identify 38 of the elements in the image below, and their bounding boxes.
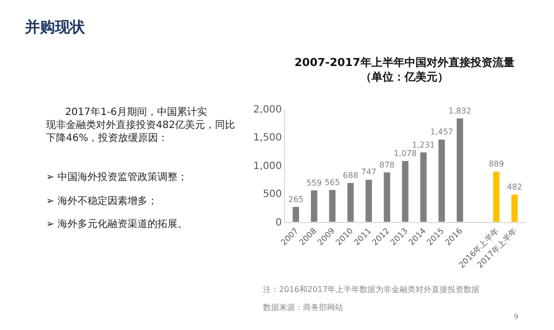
data-label: 1,231 xyxy=(412,140,435,150)
y-tick-label: 2,000 xyxy=(253,104,282,116)
y-tick-label: 1,500 xyxy=(253,132,282,144)
data-label: 1,832 xyxy=(448,106,472,116)
bar xyxy=(310,190,318,222)
bar xyxy=(366,180,372,222)
chart-title: 2007-2017年上半年中国对外直接投资流量 xyxy=(294,56,514,69)
data-label: 878 xyxy=(379,160,395,170)
bar xyxy=(347,183,354,222)
bar xyxy=(493,172,500,222)
y-tick-label: 1,000 xyxy=(253,160,282,172)
text: 2017年1-6月期间，中国累计实现非金融类对外直接投资482亿美元，同比下降46%，投资放缓原因： xyxy=(46,106,236,144)
text: 注：2016和2017年上半年数据为非金融类对外直接投资数据 xyxy=(263,285,480,294)
bar xyxy=(384,172,390,222)
source-note: 数据来源：商务部网站 xyxy=(263,303,343,312)
bar xyxy=(420,152,427,222)
bar xyxy=(456,118,464,222)
data-label: 482 xyxy=(506,182,522,192)
text: 并购现状 xyxy=(24,18,86,36)
text: ➢ 海外多元化融资渠道的拓展。 xyxy=(46,218,188,230)
chart-subtitle: （单位：亿美元） xyxy=(360,70,448,84)
y-tick-label: 500 xyxy=(262,189,282,200)
bar xyxy=(329,190,336,222)
bar xyxy=(402,161,408,222)
bar xyxy=(292,206,300,222)
data-label: 747 xyxy=(361,168,376,177)
text: ➢ 中国海外投资监管政策调整； xyxy=(46,171,188,183)
data-label: 265 xyxy=(288,194,304,204)
data-label: 559 xyxy=(306,178,322,188)
bar xyxy=(511,194,518,222)
data-label: 889 xyxy=(488,160,504,169)
data-label: 1,078 xyxy=(394,149,417,158)
text: ➢ 海外不稳定因素增多； xyxy=(46,195,158,207)
data-label: 688 xyxy=(342,171,358,180)
data-label: 565 xyxy=(324,178,340,187)
data-label: 1,457 xyxy=(430,128,454,137)
bar xyxy=(438,140,445,222)
y-tick-label: 0 xyxy=(276,217,282,228)
